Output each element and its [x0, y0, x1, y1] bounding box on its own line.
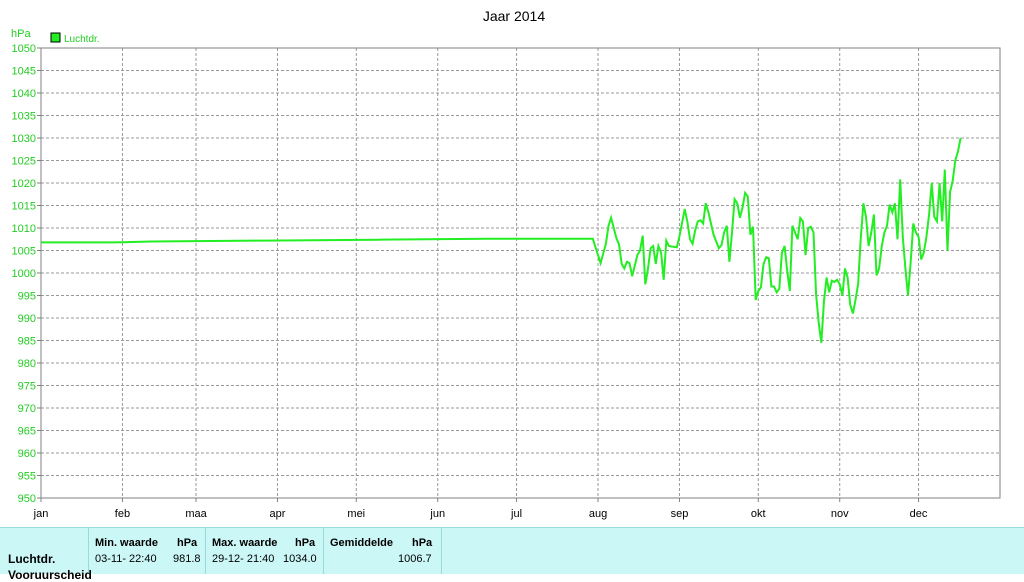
y-tick-label: 1020 [12, 178, 36, 190]
stats-row-label: Luchtdr. [8, 552, 56, 566]
y-tick-label: 950 [18, 493, 36, 505]
x-tick-label: jan [33, 508, 49, 520]
y-tick-label: 965 [18, 426, 36, 438]
y-axis-unit-label: hPa [11, 28, 31, 40]
x-tick-label: sep [671, 508, 689, 520]
x-tick-label: maa [185, 508, 207, 520]
y-tick-label: 980 [18, 358, 36, 370]
stats-avg-column: Gemiddelde hPa 1006.7 [324, 528, 442, 574]
stats-max-column: Max. waarde hPa 29-12- 21:40 1034.0 [206, 528, 324, 574]
y-tick-label: 970 [18, 403, 36, 415]
max-time: 29-12- 21:40 [212, 553, 275, 565]
x-tick-label: apr [270, 508, 286, 520]
y-tick-label: 985 [18, 336, 36, 348]
avg-header: Gemiddelde [330, 537, 393, 549]
series-line-luchtdr [41, 137, 962, 343]
y-tick-label: 1050 [12, 43, 36, 55]
avg-unit: hPa [412, 537, 433, 549]
x-tick-label: jun [429, 508, 445, 520]
max-header: Max. waarde [212, 537, 278, 549]
legend-label: Luchtdr. [64, 34, 100, 45]
y-tick-label: 1035 [12, 111, 36, 123]
y-tick-label: 1015 [12, 201, 36, 213]
min-value: 981.8 [173, 553, 201, 565]
min-unit: hPa [177, 537, 198, 549]
y-tick-label: 960 [18, 448, 36, 460]
y-tick-label: 1010 [12, 223, 36, 235]
stats-min-column: Min. waarde hPa 03-11- 22:40 981.8 [89, 528, 206, 574]
y-tick-label: 955 [18, 471, 36, 483]
legend-swatch [50, 32, 61, 43]
pressure-chart: Jaar 2014 hPa Luchtdr. 950 955 960 965 970 97… [11, 8, 1001, 520]
max-unit: hPa [295, 537, 316, 549]
y-tick-label: 1000 [12, 268, 36, 280]
x-tick-label: feb [115, 508, 130, 520]
x-tick-label: mei [347, 508, 365, 520]
y-axis: 950 955 960 965 970 975 980 985 990 995 1000 1005 10… [12, 43, 41, 505]
chart-title: Jaar 2014 [483, 8, 545, 24]
y-tick-label: 1025 [12, 156, 36, 168]
statistics-panel: Luchtdr. Vooruurscheid Min. waarde hPa 0… [0, 527, 1024, 582]
x-axis: jan feb maa apr mei jun jul aug sep okt nov dec [33, 498, 928, 520]
x-tick-label: dec [910, 508, 928, 520]
y-tick-label: 975 [18, 381, 36, 393]
stats-row-label-second: Vooruurscheid [8, 568, 92, 582]
x-tick-label: okt [751, 508, 766, 520]
x-tick-label: aug [589, 508, 607, 520]
avg-value: 1006.7 [398, 553, 432, 565]
min-header: Min. waarde [95, 537, 158, 549]
y-tick-label: 995 [18, 291, 36, 303]
max-value: 1034.0 [283, 553, 317, 565]
y-tick-label: 1040 [12, 88, 36, 100]
x-tick-label: jul [510, 508, 522, 520]
x-tick-label: nov [831, 508, 849, 520]
y-tick-label: 1030 [12, 133, 36, 145]
grid [41, 48, 1000, 498]
y-tick-label: 990 [18, 313, 36, 325]
stats-label-column: Luchtdr. Vooruurscheid [0, 528, 92, 582]
y-tick-label: 1045 [12, 66, 36, 78]
min-time: 03-11- 22:40 [95, 553, 157, 565]
y-tick-label: 1005 [12, 246, 36, 258]
